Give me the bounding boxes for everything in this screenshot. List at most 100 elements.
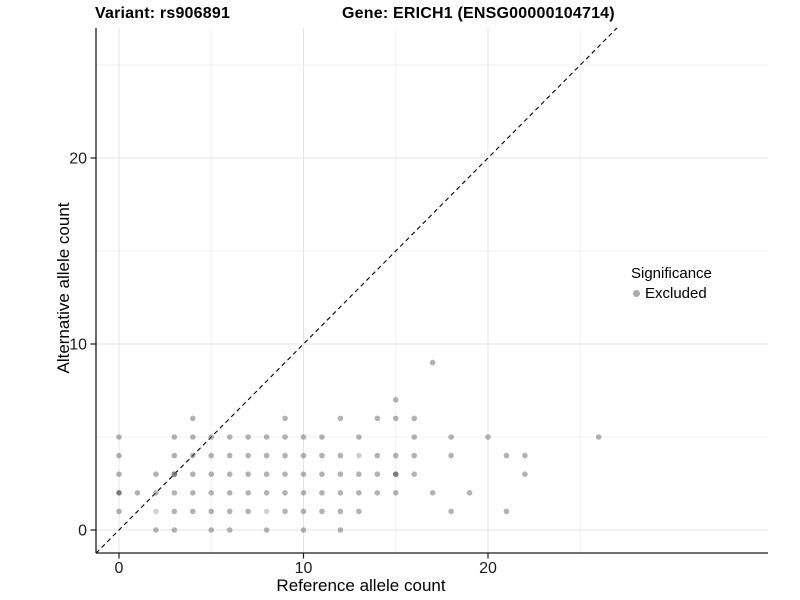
- data-point: [300, 508, 307, 515]
- minor-gridlines: [96, 28, 768, 553]
- data-point: [485, 434, 491, 440]
- axis-ticks: [90, 157, 489, 559]
- data-point: [503, 508, 510, 515]
- data-point: [356, 434, 362, 440]
- data-point: [411, 434, 418, 440]
- data-point: [116, 471, 122, 478]
- y-tick-label: 20: [69, 151, 87, 168]
- data-point: [116, 508, 122, 515]
- data-point: [429, 490, 436, 496]
- legend: Significance Excluded: [631, 265, 712, 302]
- data-point: [411, 471, 418, 478]
- data-point: [153, 508, 159, 515]
- data-point: [263, 452, 270, 459]
- data-point: [226, 490, 233, 496]
- data-point: [245, 471, 251, 478]
- data-point: [245, 434, 251, 440]
- data-point: [153, 527, 159, 533]
- data-point: [392, 415, 399, 422]
- data-point: [374, 452, 381, 459]
- data-point: [208, 527, 215, 533]
- data-point: [337, 452, 344, 459]
- data-point: [392, 452, 399, 459]
- variant-title: Variant: rs906891: [95, 5, 231, 22]
- axis-lines: [95, 28, 768, 554]
- data-point: [226, 471, 233, 478]
- legend-title: Significance: [631, 265, 712, 282]
- data-point: [226, 508, 233, 515]
- data-point: [374, 471, 381, 478]
- data-point: [319, 452, 325, 459]
- data-point: [392, 490, 399, 496]
- data-point: [374, 415, 381, 422]
- x-tick-label: 20: [479, 560, 497, 577]
- data-point: [300, 471, 307, 478]
- legend-item-excluded: Excluded: [631, 285, 712, 302]
- data-point: [337, 490, 344, 496]
- data-point: [356, 490, 362, 496]
- data-point: [153, 471, 159, 478]
- data-point: [392, 397, 399, 403]
- data-point: [595, 434, 602, 440]
- legend-item-label: Excluded: [645, 285, 707, 302]
- data-point: [116, 434, 122, 440]
- data-points: [116, 359, 602, 533]
- data-point: [245, 508, 251, 515]
- data-point: [337, 471, 344, 478]
- data-point: [282, 508, 288, 515]
- data-point: [319, 490, 325, 496]
- data-point: [208, 471, 215, 478]
- data-point: [337, 527, 344, 533]
- data-point: [171, 527, 178, 533]
- data-point: [411, 452, 418, 459]
- data-point: [448, 508, 454, 515]
- data-point: [429, 359, 436, 366]
- data-point: [263, 490, 270, 496]
- data-point: [190, 471, 196, 478]
- data-point: [190, 452, 196, 459]
- axis-tick-labels: 0 10 20 0 10 20: [69, 151, 497, 578]
- data-point: [190, 508, 196, 515]
- x-axis-title: Reference allele count: [276, 576, 446, 595]
- data-point: [411, 415, 418, 422]
- data-point: [448, 452, 454, 459]
- data-point: [226, 434, 233, 440]
- x-tick-label: 0: [115, 560, 124, 577]
- data-point: [245, 452, 251, 459]
- data-point: [263, 434, 270, 440]
- data-point: [503, 452, 510, 459]
- data-point: [466, 490, 473, 496]
- data-point: [134, 490, 141, 496]
- data-point: [337, 415, 344, 422]
- data-point: [171, 508, 178, 515]
- data-point: [319, 471, 325, 478]
- data-point: [245, 490, 251, 496]
- data-point: [171, 434, 178, 440]
- data-point: [171, 452, 178, 459]
- data-point: [208, 434, 215, 440]
- identity-dashed-line: [95, 27, 618, 554]
- gene-title: Gene: ERICH1 (ENSG00000104714): [342, 5, 615, 22]
- data-point: [356, 471, 362, 478]
- data-point: [300, 452, 307, 459]
- y-tick-label: 0: [78, 523, 87, 540]
- data-point: [282, 490, 288, 496]
- data-point: [208, 452, 215, 459]
- data-point: [171, 471, 178, 478]
- data-point: [116, 490, 122, 496]
- data-point: [356, 452, 362, 459]
- data-point: [300, 490, 307, 496]
- data-point: [190, 490, 196, 496]
- data-point: [522, 452, 528, 459]
- data-point: [190, 434, 196, 440]
- major-gridlines: [96, 28, 768, 553]
- data-point: [263, 508, 270, 515]
- data-point: [282, 434, 288, 440]
- data-point: [300, 434, 307, 440]
- data-point: [208, 508, 215, 515]
- data-point: [392, 471, 399, 478]
- data-point: [319, 434, 325, 440]
- data-point: [282, 452, 288, 459]
